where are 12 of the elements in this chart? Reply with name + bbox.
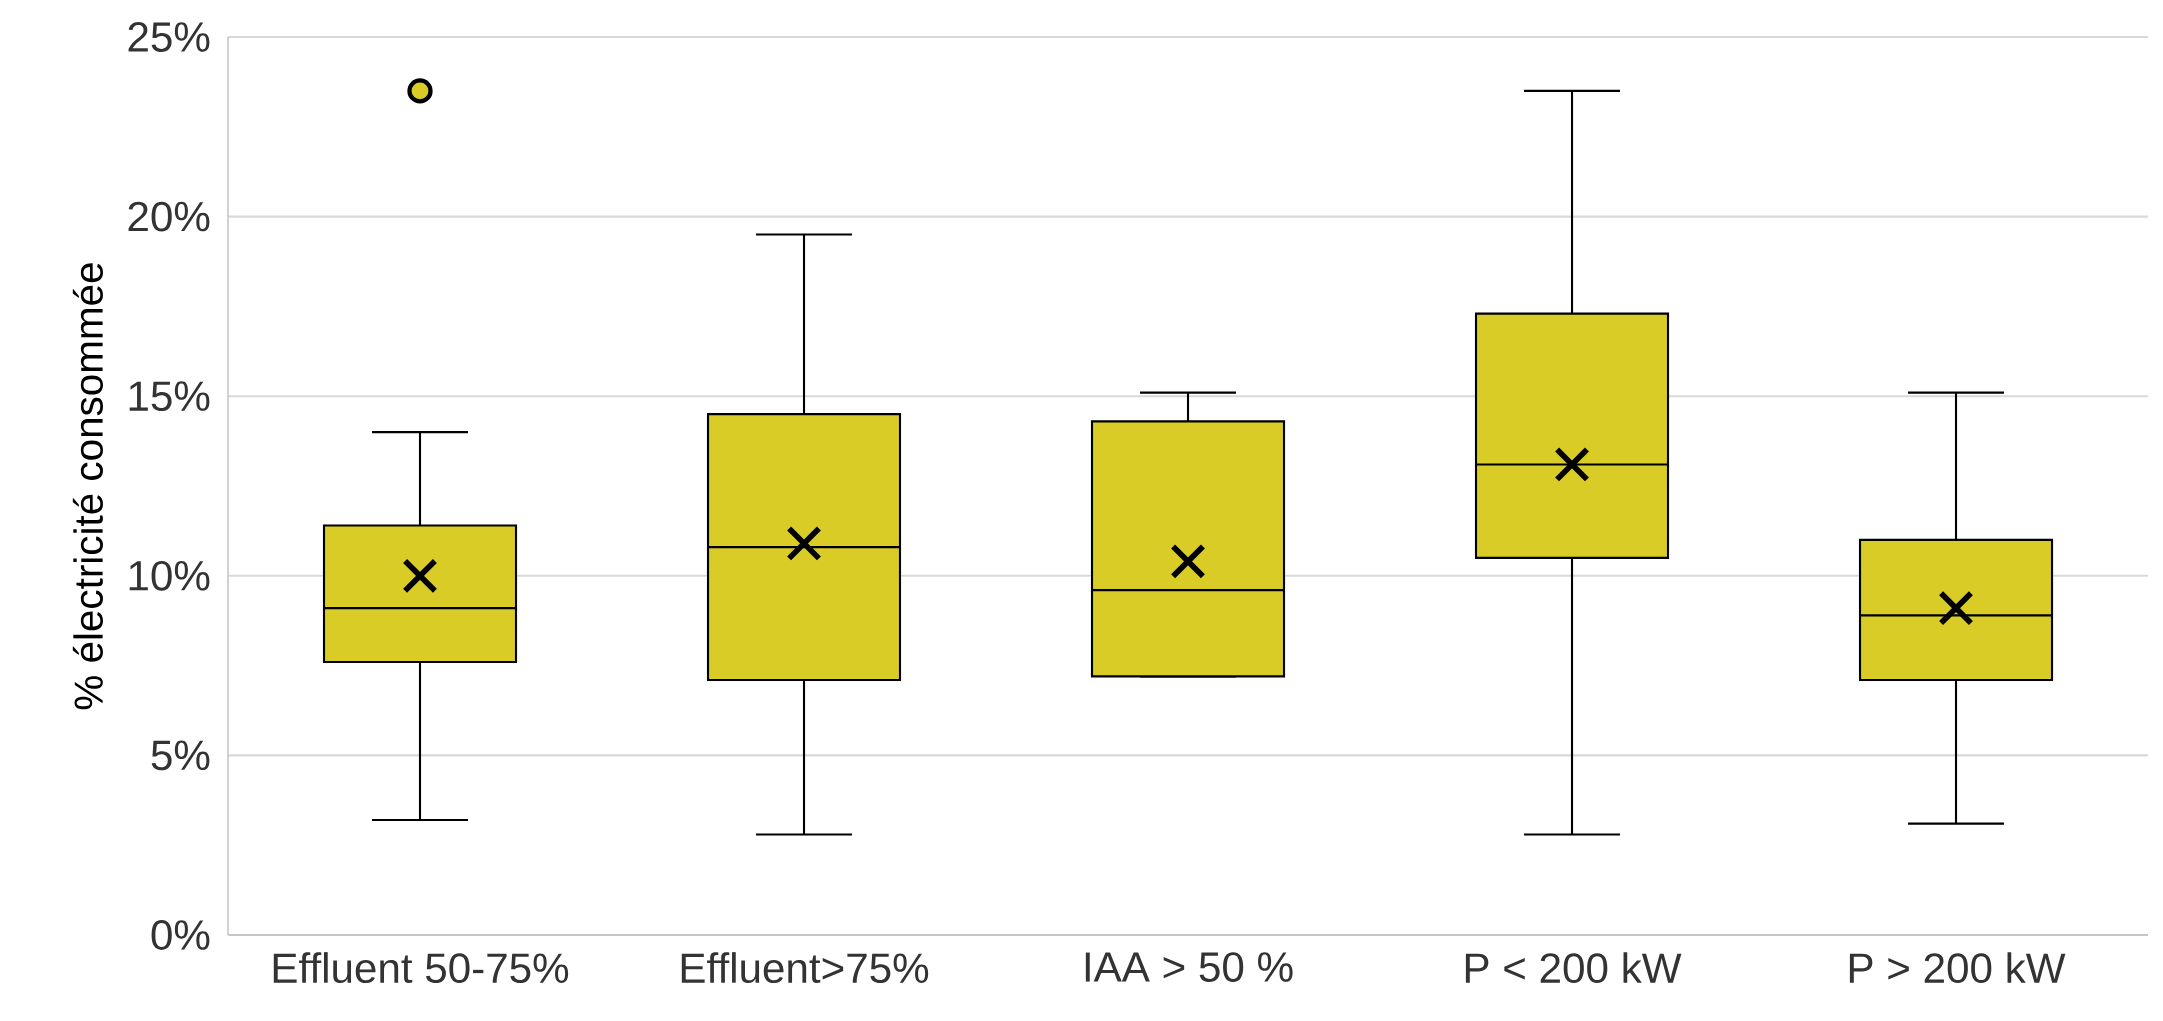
x-tick-label: IAA > 50 % [1085,952,1293,982]
x-tick-label: Effluent>75% [681,952,929,984]
y-tick-label: 5% [151,740,210,771]
y-tick-label: 20% [128,201,210,232]
x-tick-label: P < 200 kW [1465,952,1682,984]
y-axis-title: % électricité consommée [72,263,103,710]
x-tick-label: Effluent 50-75% [273,952,569,984]
y-tick-label: 25% [128,22,210,52]
y-tick-label: 15% [129,381,210,412]
y-tick-label: 0% [151,920,210,950]
x-tick-label: P > 200 kW [1849,952,2066,984]
y-tick-label: 10% [129,560,210,591]
